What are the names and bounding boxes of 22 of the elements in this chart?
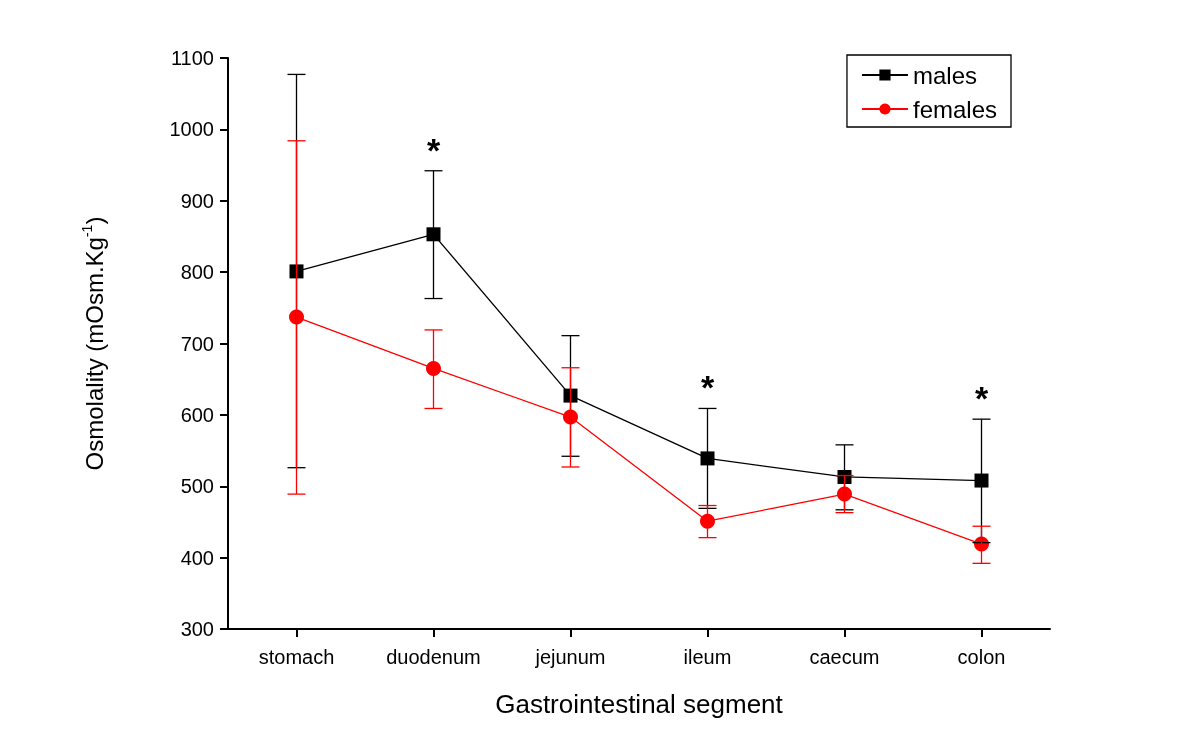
y-tick-label: 1000: [169, 118, 214, 141]
y-tick-label: 1100: [170, 47, 214, 69]
legend-label: males: [912, 61, 977, 89]
annotation: *: [974, 379, 989, 418]
x-tick-label: duodenum: [386, 646, 481, 668]
y-tick-label: 300: [180, 618, 214, 640]
y-tick-label: 400: [180, 546, 214, 569]
annotation: *: [426, 130, 441, 169]
x-tick-label: colon: [957, 646, 1006, 668]
x-tick-label: ileum: [683, 646, 732, 668]
x-tick-label: caecum: [809, 646, 880, 668]
annotation: *: [700, 368, 715, 407]
x-tick-label: jejunum: [534, 646, 606, 668]
y-tick-label: 900: [180, 189, 214, 212]
x-tick-label: stomach: [258, 646, 335, 668]
y-axis-title: Osmolality (mOsm.Kg-1): [79, 216, 108, 471]
x-axis-title: Gastrointestinal segment: [495, 689, 784, 719]
legend-label: females: [912, 95, 998, 123]
y-tick-label: 500: [180, 475, 214, 498]
y-tick-label: 800: [180, 261, 214, 284]
y-tick-label: 600: [180, 403, 214, 426]
y-tick-label: 700: [180, 332, 214, 355]
